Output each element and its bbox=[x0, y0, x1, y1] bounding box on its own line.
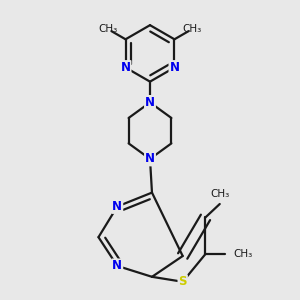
Text: CH₃: CH₃ bbox=[98, 24, 118, 34]
Text: N: N bbox=[145, 96, 155, 109]
Text: S: S bbox=[178, 275, 187, 288]
Text: N: N bbox=[169, 61, 179, 74]
Text: N: N bbox=[112, 200, 122, 213]
Text: N: N bbox=[112, 260, 122, 272]
Text: N: N bbox=[145, 152, 155, 165]
Text: CH₃: CH₃ bbox=[211, 189, 230, 199]
Text: N: N bbox=[121, 61, 130, 74]
Text: CH₃: CH₃ bbox=[182, 24, 202, 34]
Text: CH₃: CH₃ bbox=[233, 249, 252, 259]
